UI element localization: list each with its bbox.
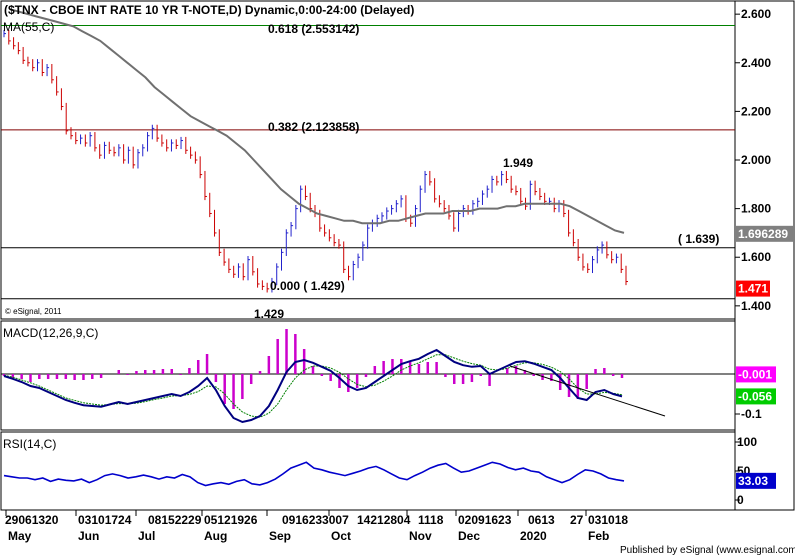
date-tick-label: 27 [570,513,584,527]
rsi-tick-label: 0 [737,493,744,507]
price-tick-label: 2.400 [741,56,771,70]
rsi-panel [0,431,736,511]
date-tick-label: 1118 [418,513,444,527]
price-axis-ticks: 1.400 1.600 1.800 2.000 2.200 2.400 2.600 1.696… [735,7,794,313]
ma-legend: MA(55,C) [3,20,54,34]
macd-tick-label: -0.1 [741,407,762,421]
rsi-value: 33.03 [738,474,768,488]
fib-0-label: 0.000 ( 1.429) [270,279,345,293]
right-axis [734,0,795,511]
fib-618-label: 0.618 (2.553142) [268,22,359,36]
month-label: May [8,529,32,543]
price-bars [3,29,628,293]
chart-title: ($TNX - CBOE INT RATE 10 YR T-NOTE,D) Dy… [4,3,414,17]
month-label: Jun [78,529,99,543]
month-label: 2020 [520,529,547,543]
macd-layer: -0.1 -0.001 -0.056 [1,329,776,424]
macd-legend: MACD(12,26,9,C) [3,326,98,340]
ma-value-label-box [736,225,794,242]
last-price-label-box [736,280,770,297]
month-label: Jul [138,529,155,543]
footer-credit: Published by eSignal (www.esignal.com) [620,545,795,556]
last-price-label: 1.471 [738,282,768,296]
date-axis: 29061320 03101724 08152229 05121926 09162330… [5,510,628,543]
macd-value: -0.056 [738,389,772,403]
date-tick-label: 03101724 [78,513,132,527]
macd-value-box [736,388,776,405]
rsi-legend: RSI(14,C) [3,437,56,451]
price-tick-label: 1.800 [741,202,771,216]
rsi-line [3,461,625,487]
ma55-line [9,8,625,234]
macd-panel [0,320,736,431]
date-tick-label: 0613 [528,513,555,527]
date-tick-label: 05121926 [204,513,258,527]
price-tick-label: 2.600 [741,7,771,21]
month-label: Feb [588,529,609,543]
date-tick-label: 02091623 [458,513,512,527]
macd-line [3,348,623,424]
month-label: Nov [409,529,432,543]
rsi-tick-label: 100 [737,435,757,449]
month-label: Dec [458,529,480,543]
price-tick-label: 2.000 [741,153,771,167]
macd-hist-value: -0.001 [738,367,772,381]
level-1639-label: ( 1.639) [678,232,719,246]
rsi-value-box [736,472,776,489]
price-tick-label: 2.200 [741,104,771,118]
moving-average-line [9,8,625,234]
peak-annotation: 1.949 [503,156,533,170]
date-tick-label: 0916233007 [282,513,349,527]
price-tick-label: 1.600 [741,250,771,264]
macd-hist-value-box [736,366,776,383]
ma-value-label: 1.696289 [738,227,788,241]
low-annotation: 1.429 [254,307,284,321]
month-label: Sep [269,529,291,543]
date-tick-label: 08152229 [148,513,202,527]
price-tick-label: 1.400 [741,299,771,313]
month-label: Oct [331,529,351,543]
date-tick-label: 29061320 [5,513,59,527]
date-tick-label: 14212804 [357,513,411,527]
month-label: Aug [204,529,227,543]
watermark: © eSignal, 2011 [5,307,62,316]
date-tick-label: 031018 [588,513,628,527]
macd-trendline [509,365,666,417]
fib-382-label: 0.382 (2.123858) [268,120,359,134]
